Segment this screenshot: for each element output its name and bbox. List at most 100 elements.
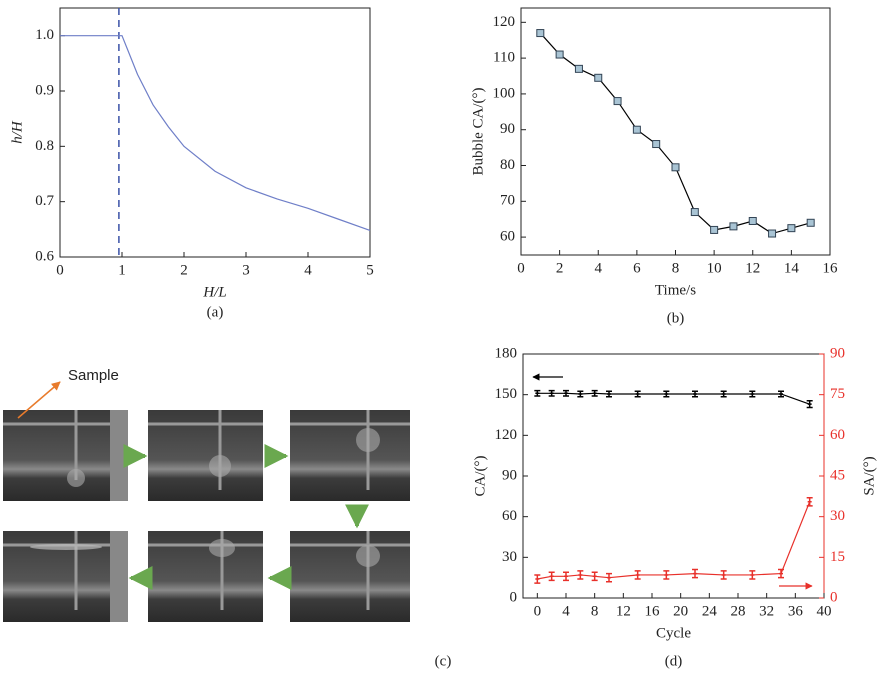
y2-tick-label: 0	[830, 589, 838, 605]
y-tick-label: 30	[502, 549, 517, 565]
data-point	[768, 229, 777, 238]
x-axis-label: Time/s	[655, 282, 696, 298]
y-tick-label: 60	[502, 508, 517, 524]
y-tick-label: 0.9	[35, 82, 54, 98]
x-tick-label: 24	[702, 603, 718, 619]
panel-c: Sample (c)	[3, 367, 451, 669]
data-point	[594, 73, 603, 82]
y2-tick-label: 30	[830, 508, 845, 524]
y-axis-label: h/H	[9, 120, 25, 144]
x-tick-label: 4	[595, 260, 603, 276]
x-axis-label: Cycle	[656, 625, 691, 641]
x-tick-label: 8	[672, 260, 680, 276]
x-tick-label: 0	[56, 262, 64, 278]
error-bar	[591, 571, 598, 582]
error-bar	[663, 570, 670, 580]
error-bar	[749, 570, 756, 580]
y2-axis-label: SA/(°)	[861, 456, 877, 495]
y2-tick-label: 15	[830, 549, 845, 565]
x-tick-label: 40	[817, 603, 832, 619]
y2-tick-label: 45	[830, 467, 845, 483]
x-tick-label: 32	[759, 603, 774, 619]
y-axis-label: Bubble CA/(°)	[470, 87, 486, 175]
photos	[3, 410, 410, 622]
error-bar	[749, 390, 756, 398]
data-point	[632, 125, 641, 134]
caption: (a)	[207, 304, 224, 320]
error-bar	[577, 390, 584, 398]
x-tick-label: 16	[823, 260, 839, 276]
y2-tick-label: 90	[830, 345, 845, 361]
data-point	[710, 225, 719, 234]
error-bar	[692, 390, 698, 398]
y-tick-label: 0.8	[35, 138, 54, 154]
y-tick-label: 180	[495, 345, 518, 361]
error-bar	[606, 390, 612, 398]
data-point	[652, 140, 661, 149]
x-tick-label: 2	[180, 262, 188, 278]
error-bar	[778, 568, 784, 579]
x-tick-label: 8	[591, 603, 599, 619]
data-point	[729, 222, 738, 231]
x-tick-label: 5	[366, 262, 374, 278]
data-point	[555, 50, 564, 59]
step-arrows	[123, 444, 369, 590]
error-bar	[606, 572, 612, 583]
sample-label: Sample	[68, 367, 119, 384]
x-tick-label: 12	[745, 260, 760, 276]
series-line	[537, 501, 811, 580]
y-tick-label: 100	[493, 85, 516, 101]
x-tick-label: 1	[118, 262, 126, 278]
error-bar	[720, 570, 727, 580]
x-tick-label: 20	[673, 603, 688, 619]
y-tick-label: 80	[500, 157, 515, 173]
data-point	[787, 224, 796, 233]
data-point	[574, 64, 583, 73]
error-bar	[563, 389, 569, 397]
x-tick-label: 16	[645, 603, 661, 619]
error-bar	[692, 568, 698, 579]
error-bar	[663, 390, 670, 398]
y-tick-label: 90	[500, 121, 515, 137]
data-point	[536, 29, 545, 38]
error-bar	[806, 496, 813, 507]
x-tick-label: 36	[788, 603, 804, 619]
error-bar	[778, 390, 784, 398]
x-tick-label: 0	[534, 603, 542, 619]
caption: (d)	[665, 653, 683, 669]
data-point	[806, 218, 815, 227]
y-tick-label: 0	[510, 589, 518, 605]
data-point	[613, 97, 622, 106]
caption: (c)	[435, 653, 452, 669]
error-bar	[591, 389, 598, 397]
data-point	[690, 208, 699, 217]
x-tick-label: 3	[242, 262, 250, 278]
series-line	[537, 392, 810, 405]
x-tick-label: 4	[304, 262, 312, 278]
y-tick-label: 60	[500, 229, 515, 245]
sample-pointer	[17, 381, 61, 419]
series-line	[60, 35, 371, 232]
error-bar	[534, 389, 541, 397]
y-tick-label: 110	[493, 50, 515, 66]
x-tick-label: 10	[707, 260, 722, 276]
error-bar	[563, 571, 569, 582]
x-tick-label: 4	[562, 603, 570, 619]
x-tick-label: 14	[784, 260, 800, 276]
error-bar	[577, 570, 584, 580]
error-bar	[534, 574, 541, 584]
y2-tick-label: 60	[830, 427, 845, 443]
y-tick-label: 1.0	[35, 27, 54, 43]
data-point	[671, 163, 680, 172]
error-bar	[720, 390, 727, 398]
y-tick-label: 120	[495, 427, 518, 443]
y-tick-label: 150	[495, 386, 518, 402]
error-bar	[806, 400, 813, 409]
y-tick-label: 0.7	[35, 193, 54, 209]
data-point	[748, 216, 757, 225]
x-axis-label: H/L	[202, 284, 226, 300]
y-axis-label: CA/(°)	[472, 456, 488, 497]
x-tick-label: 2	[556, 260, 564, 276]
y2-tick-label: 75	[830, 386, 845, 402]
